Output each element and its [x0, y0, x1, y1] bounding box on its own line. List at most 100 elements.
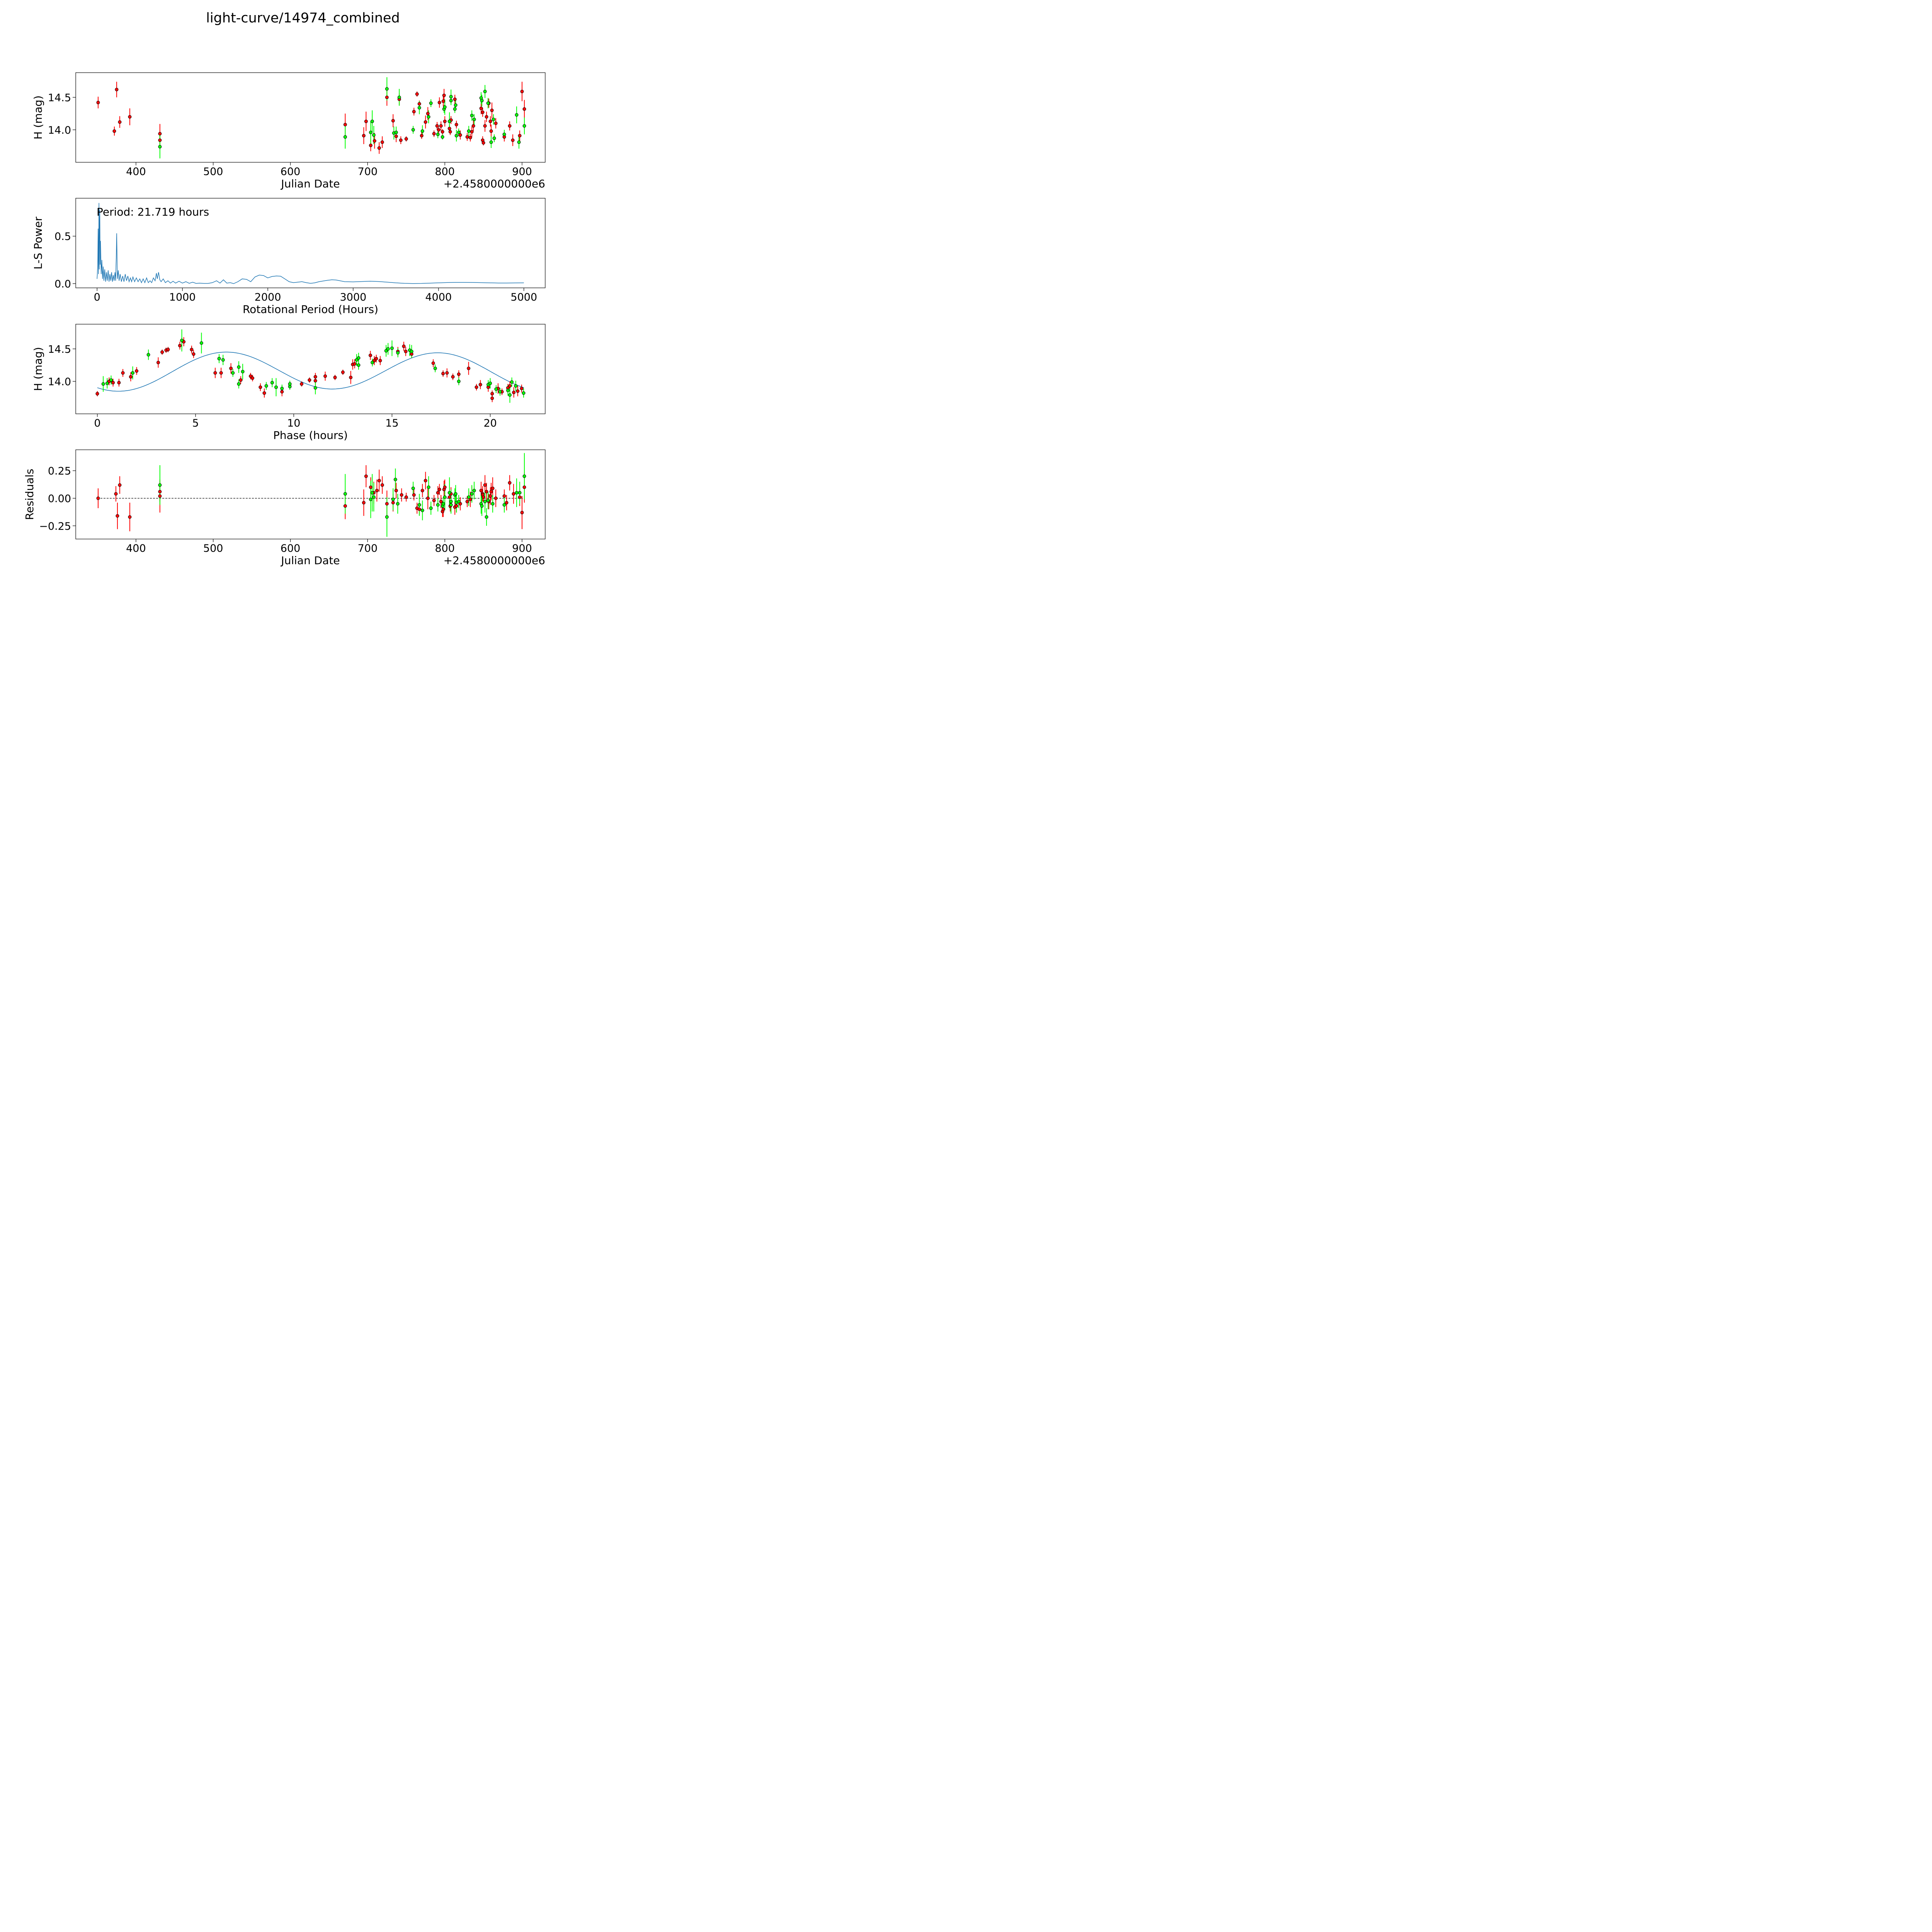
green-point [488, 381, 492, 385]
red-point [158, 490, 162, 493]
green-point [372, 133, 376, 137]
red-point [435, 124, 439, 128]
red-point [375, 489, 379, 493]
y-axis-label: Residuals [23, 469, 36, 520]
red-point [436, 491, 440, 495]
red-point [385, 502, 389, 506]
green-point [313, 386, 317, 390]
green-point [417, 106, 421, 110]
axes-frame [75, 198, 546, 288]
red-point [111, 381, 115, 384]
red-point [158, 494, 162, 498]
red-point [262, 391, 266, 395]
green-point [457, 379, 461, 383]
red-point [95, 392, 99, 396]
red-point [417, 102, 421, 106]
green-point [105, 381, 109, 385]
green-point [489, 140, 493, 144]
green-point [467, 495, 471, 499]
subplot-lightcurve: 400 500 600 700 800 900 14.0 14.5 Julian Date H (… [32, 72, 546, 190]
red-point [441, 372, 445, 376]
red-point [362, 501, 366, 505]
red-point [445, 371, 449, 375]
x-tick-label: 4000 [425, 291, 452, 303]
red-point [518, 495, 522, 499]
red-point [323, 374, 327, 378]
green-point [231, 371, 235, 375]
x-tick-label: 0 [94, 291, 100, 303]
red-point [505, 501, 509, 505]
green-point [237, 382, 241, 386]
green-point [217, 357, 221, 361]
red-point [420, 489, 424, 493]
green-point [237, 365, 241, 369]
red-point [391, 119, 395, 122]
green-point [518, 491, 522, 495]
x-tick-label: 900 [512, 166, 532, 178]
red-point [251, 376, 255, 380]
red-point [158, 138, 162, 142]
red-point [512, 492, 515, 496]
x-tick-label: 15 [385, 417, 398, 429]
green-point [440, 135, 444, 139]
x-tick-label: 0 [94, 417, 100, 429]
red-point [369, 354, 372, 357]
red-point [483, 483, 487, 487]
green-point [397, 95, 401, 99]
red-point [374, 357, 378, 361]
red-point [400, 493, 403, 497]
red-point [115, 88, 119, 92]
x-tick-label: 500 [203, 543, 223, 554]
axes-frame [75, 324, 546, 414]
green-point [420, 509, 424, 512]
red-point [520, 90, 524, 94]
red-point [468, 136, 472, 139]
red-point [453, 97, 457, 101]
green-point [491, 502, 495, 506]
red-point [404, 350, 408, 354]
green-point [343, 135, 347, 139]
green-point [472, 489, 476, 493]
red-point [437, 128, 440, 132]
red-point [443, 119, 447, 123]
red-point [128, 115, 132, 119]
red-point [488, 119, 492, 123]
green-point [515, 113, 519, 117]
red-point [447, 127, 451, 131]
red-point [465, 500, 469, 503]
green-point [457, 500, 461, 503]
red-point [280, 390, 284, 394]
red-point [96, 100, 100, 104]
green-point [280, 386, 284, 390]
red-point [385, 95, 389, 99]
green-point [385, 87, 389, 91]
green-point [391, 497, 395, 501]
green-point [101, 382, 105, 386]
red-point [447, 495, 451, 499]
red-point [479, 489, 483, 493]
red-point [362, 134, 366, 138]
green-point [436, 503, 440, 507]
green-point [517, 140, 521, 144]
green-point [508, 393, 512, 397]
subplot-phased: 0 5 10 15 20 14.0 14.5 Phase (hours) H (mag) [32, 324, 546, 442]
red-point [481, 141, 485, 145]
green-point [443, 105, 447, 109]
y-tick-label: 0.5 [54, 231, 71, 243]
red-point [377, 146, 381, 150]
green-point [522, 391, 526, 395]
red-point [474, 385, 478, 389]
green-point [146, 353, 150, 357]
red-point [404, 137, 408, 141]
red-point [369, 485, 372, 489]
red-point [190, 348, 194, 352]
red-point [313, 379, 317, 383]
red-point [353, 362, 357, 366]
red-point [402, 344, 406, 348]
red-point [178, 344, 182, 347]
green-point [470, 114, 474, 117]
plot-area [97, 203, 524, 284]
red-point [259, 385, 262, 389]
red-point [508, 124, 512, 128]
green-point [457, 131, 461, 134]
